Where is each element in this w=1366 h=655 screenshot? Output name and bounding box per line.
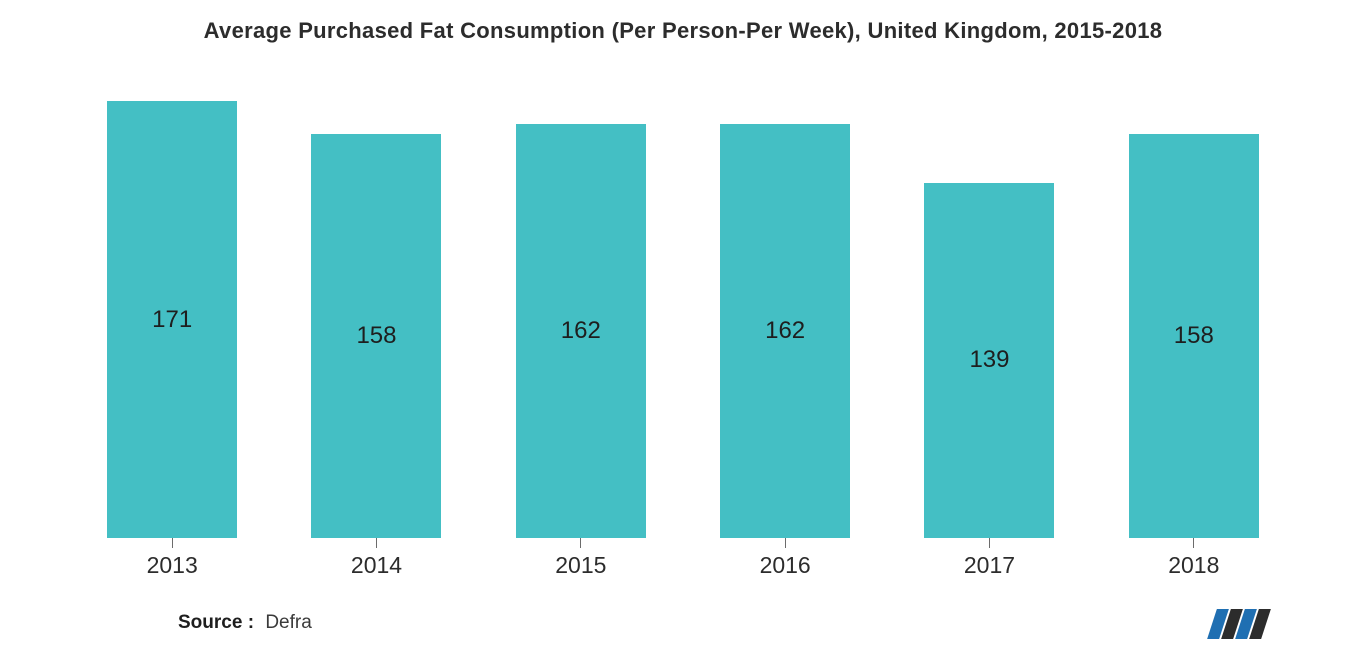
chart-plot-area: 171 158 162 162 139 158 — [70, 78, 1296, 538]
bar-value-label: 158 — [356, 322, 396, 350]
bar-slot: 158 — [1092, 78, 1296, 538]
x-axis-label: 2013 — [70, 552, 274, 579]
x-axis-tick — [580, 538, 581, 548]
bar-value-label: 162 — [561, 317, 601, 345]
bar: 171 — [107, 101, 237, 538]
x-axis-tick — [989, 538, 990, 548]
bar: 158 — [311, 134, 441, 538]
bar-slot: 162 — [683, 78, 887, 538]
bar: 162 — [516, 124, 646, 538]
source-value: Defra — [265, 612, 311, 633]
bar-slot: 162 — [479, 78, 683, 538]
brand-logo-icon — [1212, 609, 1266, 639]
bar: 139 — [924, 183, 1054, 538]
bar: 158 — [1129, 134, 1259, 538]
chart-title: Average Purchased Fat Consumption (Per P… — [0, 0, 1366, 44]
bar-slot: 139 — [887, 78, 1091, 538]
x-axis-tick — [376, 538, 377, 548]
bars-container: 171 158 162 162 139 158 — [70, 78, 1296, 538]
x-axis-labels: 201320142015201620172018 — [70, 552, 1296, 579]
x-axis-label: 2017 — [887, 552, 1091, 579]
bar-value-label: 139 — [969, 346, 1009, 374]
x-axis-tick — [785, 538, 786, 548]
bar-value-label: 162 — [765, 317, 805, 345]
bar-slot: 171 — [70, 78, 274, 538]
x-axis-label: 2016 — [683, 552, 887, 579]
bar-slot: 158 — [274, 78, 478, 538]
x-axis-label: 2014 — [274, 552, 478, 579]
x-axis-tick — [1193, 538, 1194, 548]
bar: 162 — [720, 124, 850, 538]
x-axis-label: 2015 — [479, 552, 683, 579]
source-label: Source : — [178, 612, 254, 633]
bar-value-label: 171 — [152, 306, 192, 334]
source-attribution: Source : Defra — [178, 612, 312, 634]
bar-value-label: 158 — [1174, 322, 1214, 350]
x-axis-label: 2018 — [1092, 552, 1296, 579]
x-axis-tick — [172, 538, 173, 548]
